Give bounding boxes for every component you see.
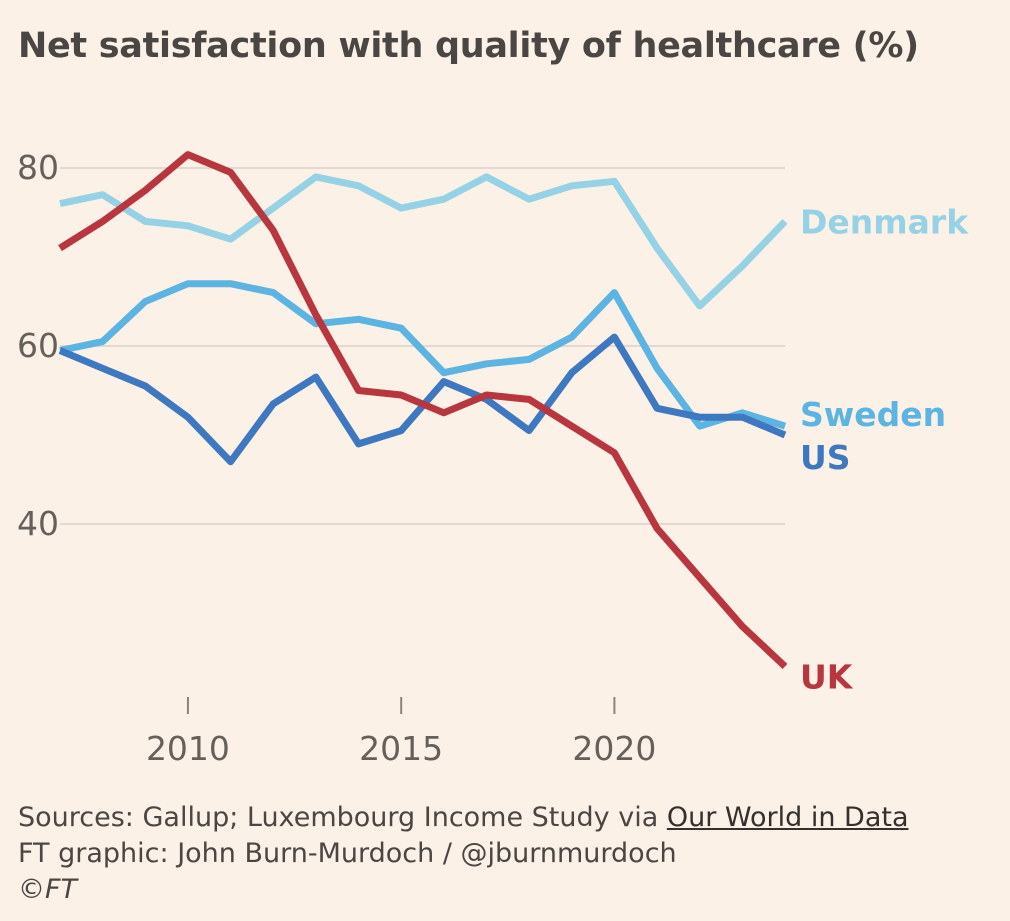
series-line-sweden: [59, 280, 787, 430]
sources-line: Sources: Gallup; Luxembourg Income Study…: [18, 800, 909, 836]
x-tick-label-2015: 2015: [359, 729, 443, 768]
chart-title: Net satisfaction with quality of healthc…: [18, 26, 919, 66]
copyright-brand: FT: [45, 874, 78, 905]
sources-text: Sources: Gallup; Luxembourg Income Study…: [18, 802, 667, 833]
series-labels: Denmark Sweden US UK: [800, 202, 969, 696]
y-tick-label-60: 60: [17, 326, 59, 365]
series-label-denmark: Denmark: [800, 202, 969, 241]
y-axis-labels: 80 60 40: [17, 148, 59, 543]
our-world-in-data-link[interactable]: Our World in Data: [666, 802, 909, 833]
series-lines: [58, 151, 788, 669]
x-axis: 2010 2015 2020: [146, 697, 656, 768]
copyright-symbol: ©: [18, 874, 45, 905]
series-label-uk: UK: [800, 657, 854, 696]
x-tick-label-2010: 2010: [146, 729, 230, 768]
series-label-sweden: Sweden: [800, 395, 946, 434]
series-line-denmark: [59, 173, 788, 310]
series-label-us: US: [800, 438, 851, 477]
y-tick-label-80: 80: [17, 148, 59, 187]
copyright-line: ©FT: [18, 872, 909, 908]
x-tick-label-2020: 2020: [572, 729, 656, 768]
series-line-uk: [58, 151, 788, 669]
line-chart: 80 60 40 2010 2015 2020 Denmark Sweden US UK: [17, 148, 969, 768]
chart-footer: Sources: Gallup; Luxembourg Income Study…: [18, 800, 909, 908]
y-tick-label-40: 40: [17, 504, 59, 543]
credit-line: FT graphic: John Burn-Murdoch / @jburnmu…: [18, 838, 677, 869]
